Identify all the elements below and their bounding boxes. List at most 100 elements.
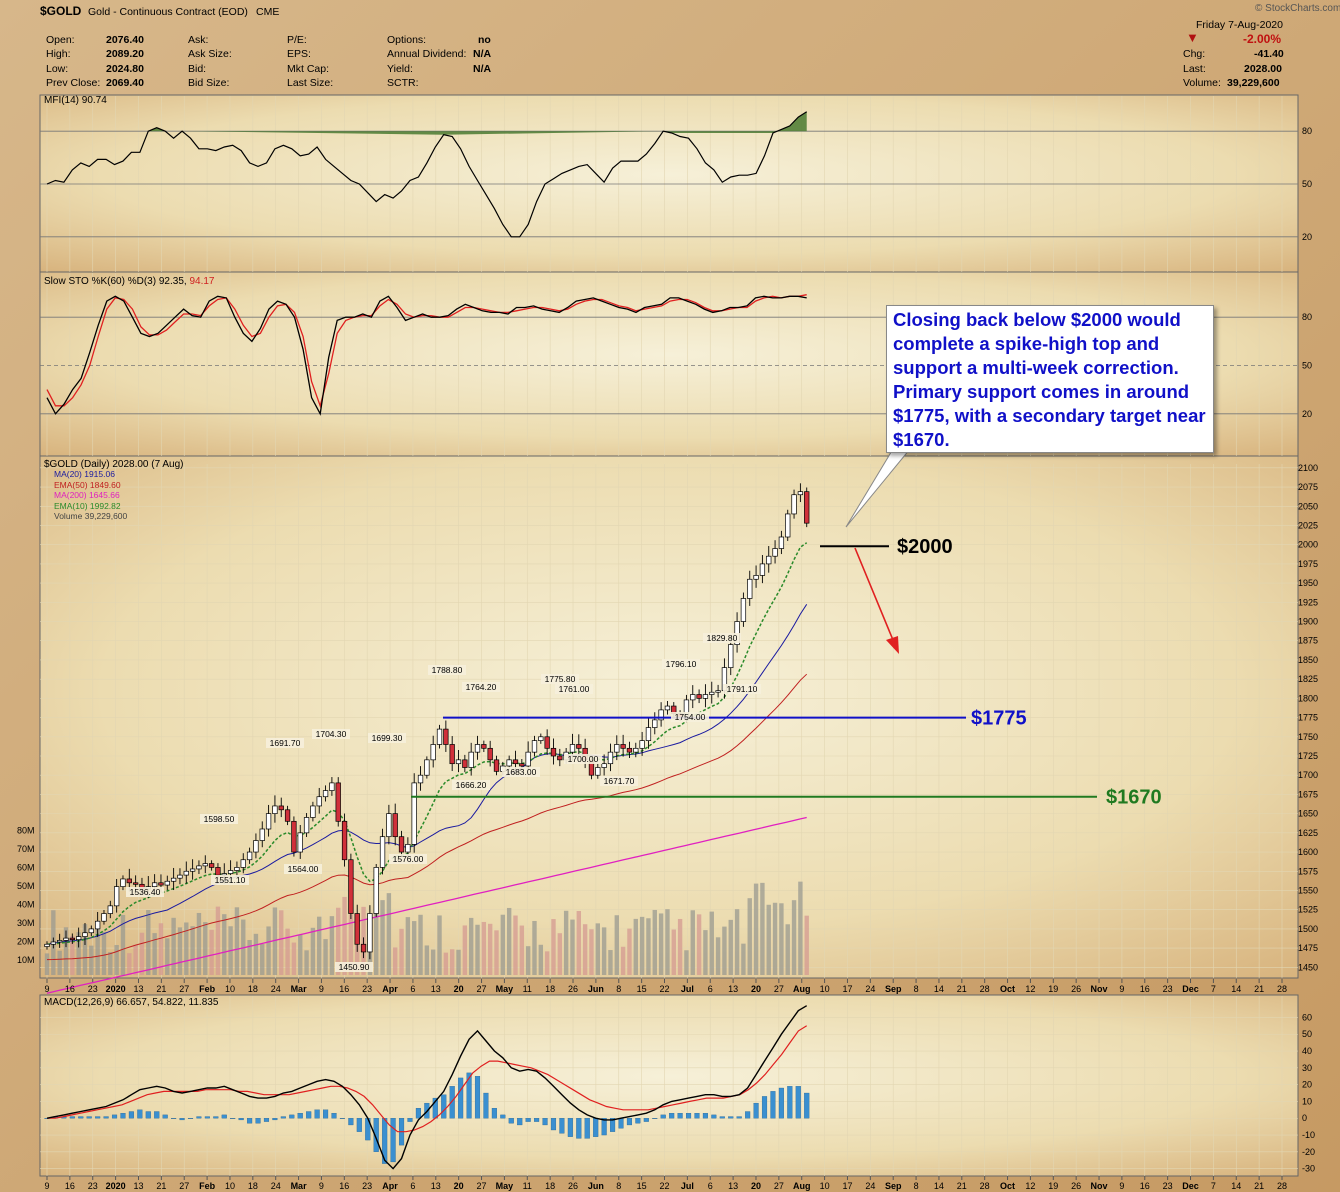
price-ytick-label: 2100 bbox=[1298, 463, 1318, 473]
price-xtick-label: 13 bbox=[728, 984, 738, 994]
macd-xtick-label: 21 bbox=[156, 1181, 166, 1191]
candle-body bbox=[215, 867, 221, 876]
volume-bar bbox=[158, 923, 164, 975]
macd-histogram-bar bbox=[778, 1087, 784, 1119]
macd-ytick-label: -30 bbox=[1302, 1164, 1315, 1174]
volume-bar bbox=[608, 950, 613, 975]
volume-bar bbox=[165, 938, 170, 975]
volume-tick-label: 40M bbox=[17, 900, 35, 910]
price-ytick-label: 2050 bbox=[1298, 501, 1318, 511]
price-xtick-label: 21 bbox=[156, 984, 166, 994]
price-xtick-label: Mar bbox=[291, 984, 308, 994]
price-xtick-label: 14 bbox=[1231, 984, 1241, 994]
volume-bar bbox=[601, 927, 607, 975]
price-label: 1691.70 bbox=[270, 738, 301, 748]
volume-bar bbox=[519, 925, 525, 975]
macd-ytick-label: 10 bbox=[1302, 1096, 1312, 1106]
macd-histogram-bar bbox=[753, 1102, 759, 1119]
candle-body bbox=[481, 744, 487, 749]
chg-value: -41.40 bbox=[1254, 48, 1284, 60]
macd-xtick-label: 6 bbox=[708, 1181, 713, 1191]
level-2000-label: $2000 bbox=[897, 536, 953, 558]
candle-body bbox=[702, 694, 709, 699]
volume-bar bbox=[114, 945, 119, 975]
price-ytick-label: 1750 bbox=[1298, 732, 1318, 742]
volume-bar bbox=[127, 953, 132, 975]
macd-histogram-bar bbox=[238, 1118, 244, 1121]
candle-body bbox=[50, 941, 56, 945]
macd-histogram-bar bbox=[289, 1114, 295, 1119]
macd-histogram-bar bbox=[382, 1118, 388, 1164]
candle-body bbox=[284, 809, 291, 822]
mfi-line bbox=[46, 111, 808, 238]
candle-body bbox=[652, 719, 658, 728]
price-xtick-label: 20 bbox=[454, 984, 464, 994]
price-label: 1754.00 bbox=[675, 712, 706, 722]
volume-bar bbox=[222, 914, 227, 975]
field-options-value: no bbox=[478, 34, 491, 46]
candle-body bbox=[411, 782, 417, 845]
price-ytick-label: 2075 bbox=[1298, 482, 1318, 492]
volume-bar bbox=[633, 918, 638, 975]
price-label: 1450.90 bbox=[339, 962, 370, 972]
macd-histogram-bar bbox=[626, 1118, 633, 1126]
macd-xtick-label: 21 bbox=[957, 1181, 967, 1191]
price-label-bg bbox=[126, 887, 164, 897]
candle-body bbox=[626, 747, 633, 753]
candle-body bbox=[107, 905, 113, 914]
price-title: $GOLD (Daily) 2028.00 (7 Aug) bbox=[44, 459, 184, 470]
volume-bar bbox=[728, 919, 733, 975]
macd-ytick-label: -10 bbox=[1302, 1130, 1315, 1140]
volume-bar bbox=[393, 947, 398, 975]
volume-bar bbox=[171, 917, 176, 975]
volume-bar bbox=[665, 909, 670, 975]
price-label: 1764.20 bbox=[466, 682, 497, 692]
volume-bar bbox=[785, 924, 790, 975]
volume-bar bbox=[753, 883, 759, 975]
macd-xtick-label: 24 bbox=[271, 1181, 281, 1191]
candle-body bbox=[303, 817, 310, 834]
volume-bar bbox=[532, 920, 537, 975]
macd-histogram-bar bbox=[694, 1113, 700, 1119]
field-high-value: 2089.20 bbox=[106, 48, 144, 60]
candle-body bbox=[525, 751, 531, 767]
macd-histogram-bar bbox=[95, 1116, 101, 1119]
sto-ytick-label: 80 bbox=[1302, 312, 1312, 322]
price-label: 1796.10 bbox=[666, 659, 697, 669]
candle-body bbox=[158, 882, 164, 886]
candle-body bbox=[177, 874, 183, 879]
price-xtick-label: 8 bbox=[616, 984, 621, 994]
price-label-bg bbox=[211, 875, 249, 885]
macd-xtick-label: 14 bbox=[1231, 1181, 1241, 1191]
price-label: 1683.00 bbox=[506, 767, 537, 777]
candle-body bbox=[550, 747, 557, 757]
macd-histogram-bar bbox=[584, 1118, 590, 1139]
candle-body bbox=[126, 878, 132, 884]
volume-bar bbox=[538, 944, 544, 975]
callout-box: Closing back below $2000 would complete … bbox=[886, 305, 1214, 453]
price-xtick-label: 9 bbox=[1119, 984, 1124, 994]
macd-xtick-label: 15 bbox=[637, 1181, 647, 1191]
price-ytick-label: 1475 bbox=[1298, 943, 1318, 953]
candle-body bbox=[202, 863, 208, 867]
macd-xtick-label: 6 bbox=[410, 1181, 415, 1191]
macd-histogram-bar bbox=[187, 1118, 194, 1119]
field-dividend-label: Annual Dividend: bbox=[387, 48, 467, 60]
price-label-bg bbox=[284, 864, 322, 874]
candle-body bbox=[278, 805, 284, 811]
macd-ytick-label: 40 bbox=[1302, 1046, 1312, 1056]
price-xtick-label: Jul bbox=[681, 984, 694, 994]
macd-histogram-bar bbox=[474, 1076, 481, 1119]
macd-xtick-label: 8 bbox=[914, 1181, 919, 1191]
candle-body bbox=[804, 491, 810, 524]
volume-bar bbox=[76, 932, 81, 975]
candle-body bbox=[379, 836, 386, 868]
price-xtick-label: 18 bbox=[545, 984, 555, 994]
volume-bar bbox=[146, 910, 151, 975]
volume-bar bbox=[614, 915, 619, 975]
macd-xtick-label: 17 bbox=[842, 1181, 852, 1191]
mfi-overbought-fill bbox=[148, 111, 807, 135]
macd-histogram-bar bbox=[86, 1116, 92, 1119]
price-label: 1700.00 bbox=[568, 754, 599, 764]
